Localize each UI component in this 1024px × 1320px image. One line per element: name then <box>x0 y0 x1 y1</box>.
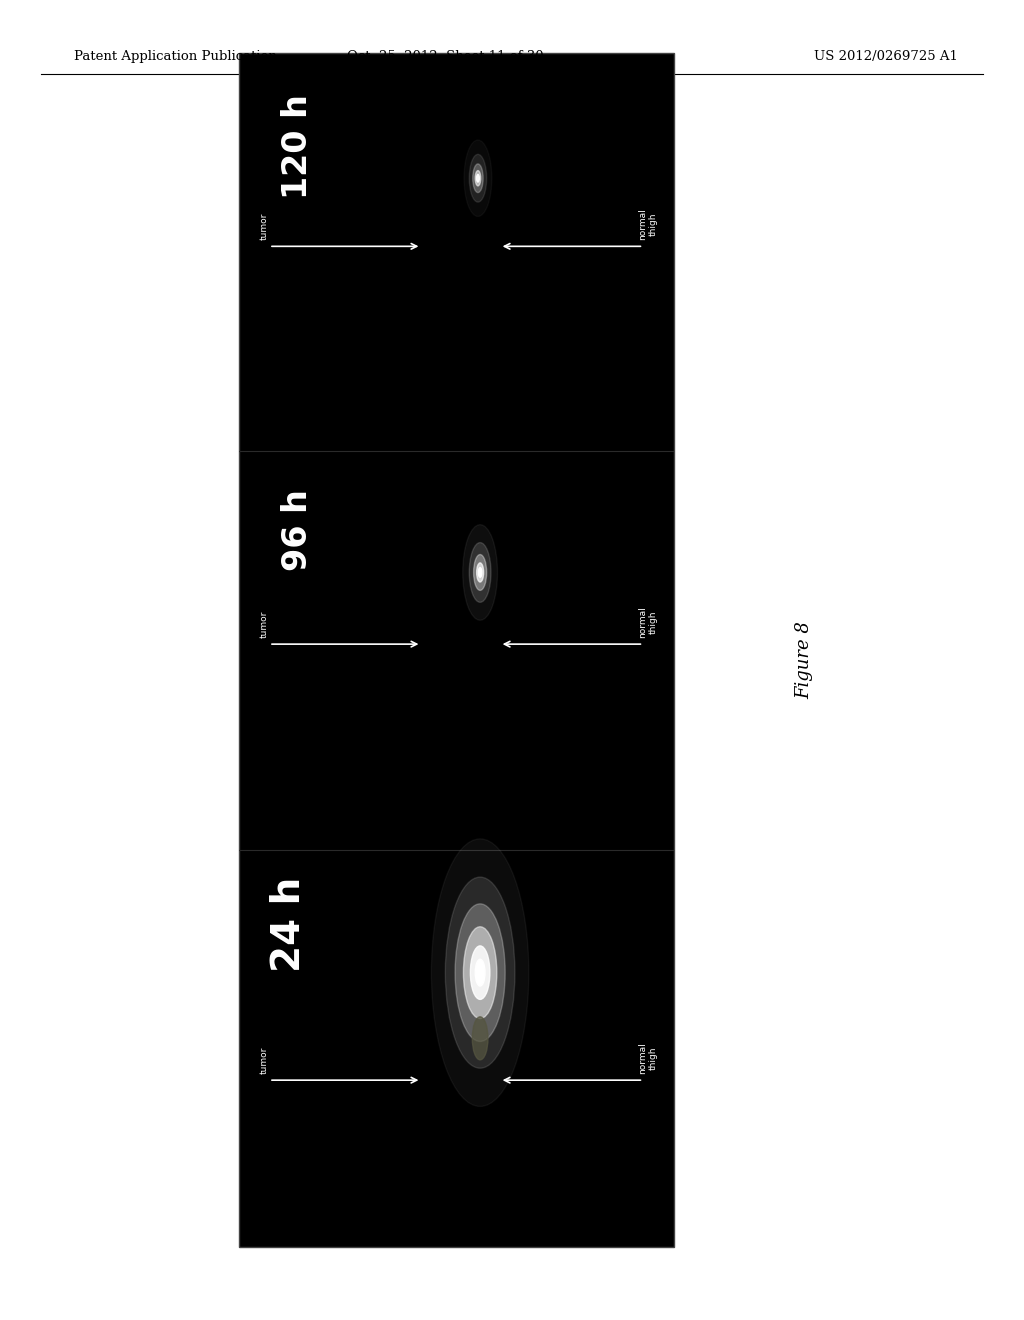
Text: US 2012/0269725 A1: US 2012/0269725 A1 <box>813 50 957 63</box>
Text: 120 h: 120 h <box>281 95 313 199</box>
Text: tumor: tumor <box>260 1047 269 1074</box>
Text: normal
thigh: normal thigh <box>638 209 657 240</box>
Circle shape <box>469 543 492 602</box>
Circle shape <box>464 927 497 1019</box>
Text: Patent Application Publication: Patent Application Publication <box>74 50 276 63</box>
Circle shape <box>473 164 483 193</box>
Text: tumor: tumor <box>260 213 269 240</box>
Text: normal
thigh: normal thigh <box>638 1043 657 1074</box>
Circle shape <box>475 960 485 986</box>
Circle shape <box>472 1016 488 1060</box>
Circle shape <box>469 154 486 202</box>
Circle shape <box>455 904 505 1041</box>
Text: 24 h: 24 h <box>269 876 307 973</box>
Circle shape <box>476 562 483 582</box>
Circle shape <box>463 524 498 620</box>
Text: 96 h: 96 h <box>281 488 313 570</box>
Circle shape <box>431 838 528 1106</box>
Text: tumor: tumor <box>260 611 269 638</box>
Circle shape <box>478 568 482 577</box>
Bar <box>239 53 674 1247</box>
Circle shape <box>473 554 486 590</box>
Circle shape <box>476 174 479 182</box>
Circle shape <box>475 170 480 186</box>
Text: Oct. 25, 2012  Sheet 11 of 30: Oct. 25, 2012 Sheet 11 of 30 <box>347 50 544 63</box>
Circle shape <box>470 946 489 999</box>
Text: normal
thigh: normal thigh <box>638 606 657 638</box>
Circle shape <box>445 876 515 1068</box>
Text: Figure 8: Figure 8 <box>795 622 813 698</box>
